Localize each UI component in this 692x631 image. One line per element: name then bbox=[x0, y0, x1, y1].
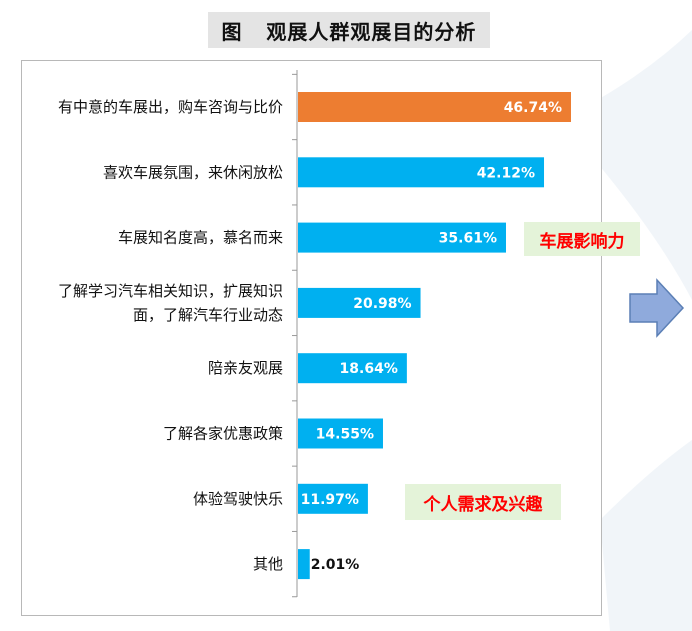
category-label-6: 体验驾驶快乐 bbox=[193, 490, 283, 508]
bar-3 bbox=[298, 287, 421, 318]
right-arrow-icon bbox=[629, 278, 685, 338]
bar-1 bbox=[298, 157, 545, 188]
callout-personal: 个人需求及兴趣 bbox=[405, 484, 561, 520]
category-label-5: 了解各家优惠政策 bbox=[163, 425, 283, 443]
bar-6 bbox=[298, 483, 368, 514]
bar-0 bbox=[298, 92, 571, 122]
category-label-1: 喜欢车展氛围，来休闲放松 bbox=[103, 163, 283, 181]
value-label-4: 18.64% bbox=[340, 361, 398, 377]
value-label-7: 2.01% bbox=[311, 557, 360, 573]
category-label-4: 陪亲友观展 bbox=[208, 359, 283, 377]
category-label-3: 了解学习汽车相关知识，扩展知识面，了解汽车行业动态 bbox=[58, 282, 283, 324]
value-label-5: 14.55% bbox=[316, 427, 374, 443]
bar-2 bbox=[298, 222, 506, 253]
value-label-1: 42.12% bbox=[477, 165, 535, 181]
category-label-0: 有中意的车展出，购车咨询与比价 bbox=[58, 98, 283, 116]
bar-7 bbox=[298, 549, 310, 580]
callout-influence: 车展影响力 bbox=[524, 222, 640, 256]
chart-frame bbox=[21, 60, 602, 616]
category-label-7: 其他 bbox=[253, 555, 283, 573]
value-label-6: 11.97% bbox=[301, 492, 359, 508]
category-label-2: 车展知名度高，慕名而来 bbox=[118, 229, 283, 247]
bar-4 bbox=[298, 353, 407, 384]
value-label-3: 20.98% bbox=[353, 296, 411, 312]
chart-title: 图 观展人群观展目的分析 bbox=[208, 12, 490, 48]
bar-5 bbox=[298, 418, 383, 449]
value-label-2: 35.61% bbox=[439, 231, 497, 247]
value-label-0: 46.74% bbox=[504, 100, 562, 116]
